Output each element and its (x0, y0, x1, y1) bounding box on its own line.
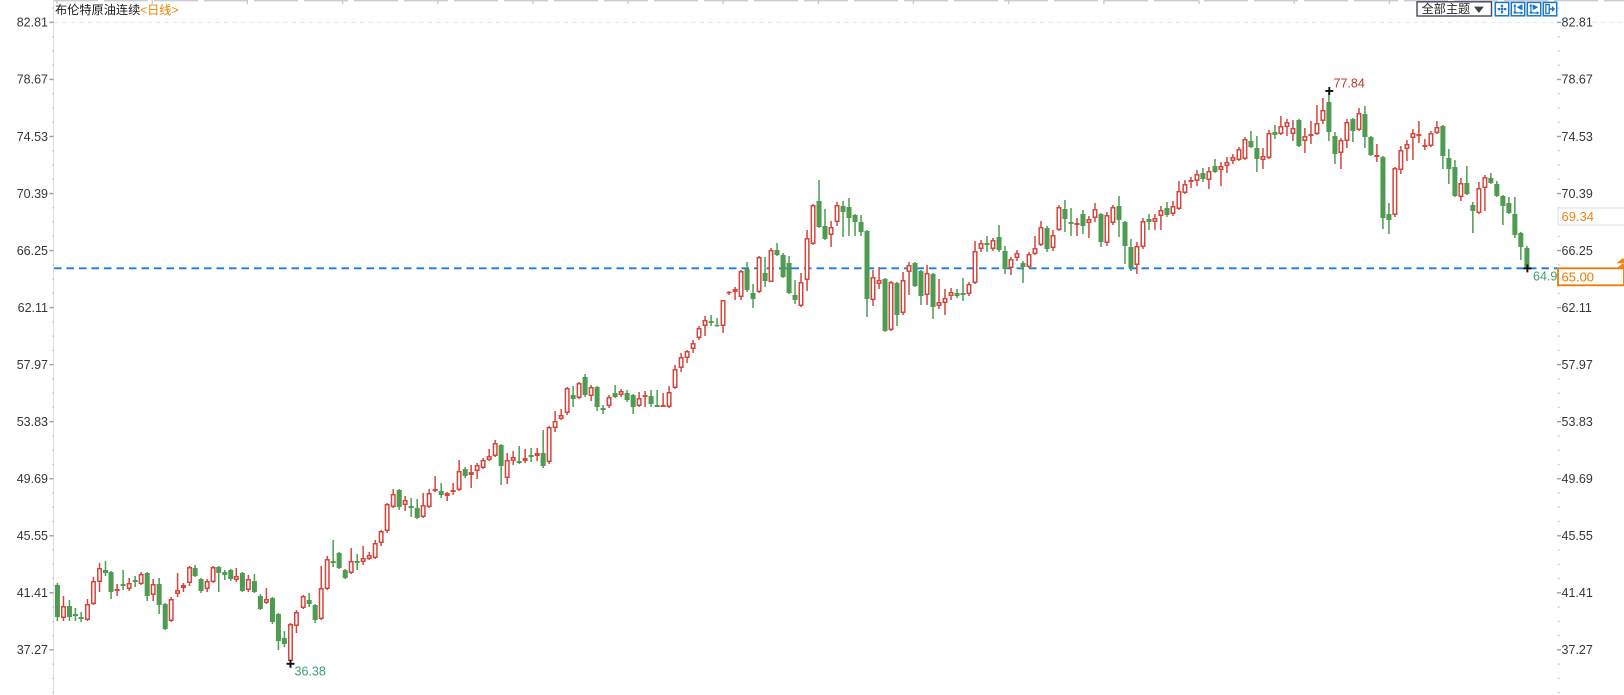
svg-text:36.38: 36.38 (295, 665, 326, 679)
svg-text:45.55: 45.55 (17, 529, 48, 543)
svg-text:78.67: 78.67 (17, 73, 48, 87)
svg-text:66.25: 66.25 (1562, 244, 1593, 258)
svg-text:82.81: 82.81 (1562, 16, 1593, 30)
svg-text:37.27: 37.27 (1562, 643, 1593, 657)
svg-text:77.84: 77.84 (1334, 77, 1365, 91)
svg-text:82.81: 82.81 (17, 16, 48, 30)
svg-text:49.69: 49.69 (1562, 472, 1593, 486)
svg-text:49.69: 49.69 (17, 472, 48, 486)
svg-text:62.11: 62.11 (18, 301, 48, 315)
svg-text:70.39: 70.39 (17, 187, 48, 201)
svg-text:78.67: 78.67 (1562, 73, 1593, 87)
svg-text:57.97: 57.97 (1562, 358, 1593, 372)
svg-text:65.00: 65.00 (1562, 270, 1595, 285)
svg-text:41.41: 41.41 (1562, 586, 1593, 600)
svg-text:53.83: 53.83 (1562, 415, 1593, 429)
svg-text:37.27: 37.27 (17, 643, 48, 657)
svg-text:全部主题: 全部主题 (1422, 1, 1471, 16)
svg-text:62.11: 62.11 (1562, 301, 1592, 315)
svg-text:74.53: 74.53 (17, 130, 48, 144)
svg-text:<日线>: <日线> (140, 3, 179, 17)
svg-text:布伦特原油连续: 布伦特原油连续 (55, 2, 140, 17)
svg-text:66.25: 66.25 (17, 244, 48, 258)
svg-text:70.39: 70.39 (1562, 187, 1593, 201)
svg-text:69.34: 69.34 (1562, 209, 1595, 224)
svg-text:53.83: 53.83 (17, 415, 48, 429)
svg-text:45.55: 45.55 (1562, 529, 1593, 543)
svg-text:64.94: 64.94 (1533, 270, 1564, 284)
svg-text:41.41: 41.41 (17, 586, 48, 600)
svg-text:74.53: 74.53 (1562, 130, 1593, 144)
svg-text:57.97: 57.97 (17, 358, 48, 372)
